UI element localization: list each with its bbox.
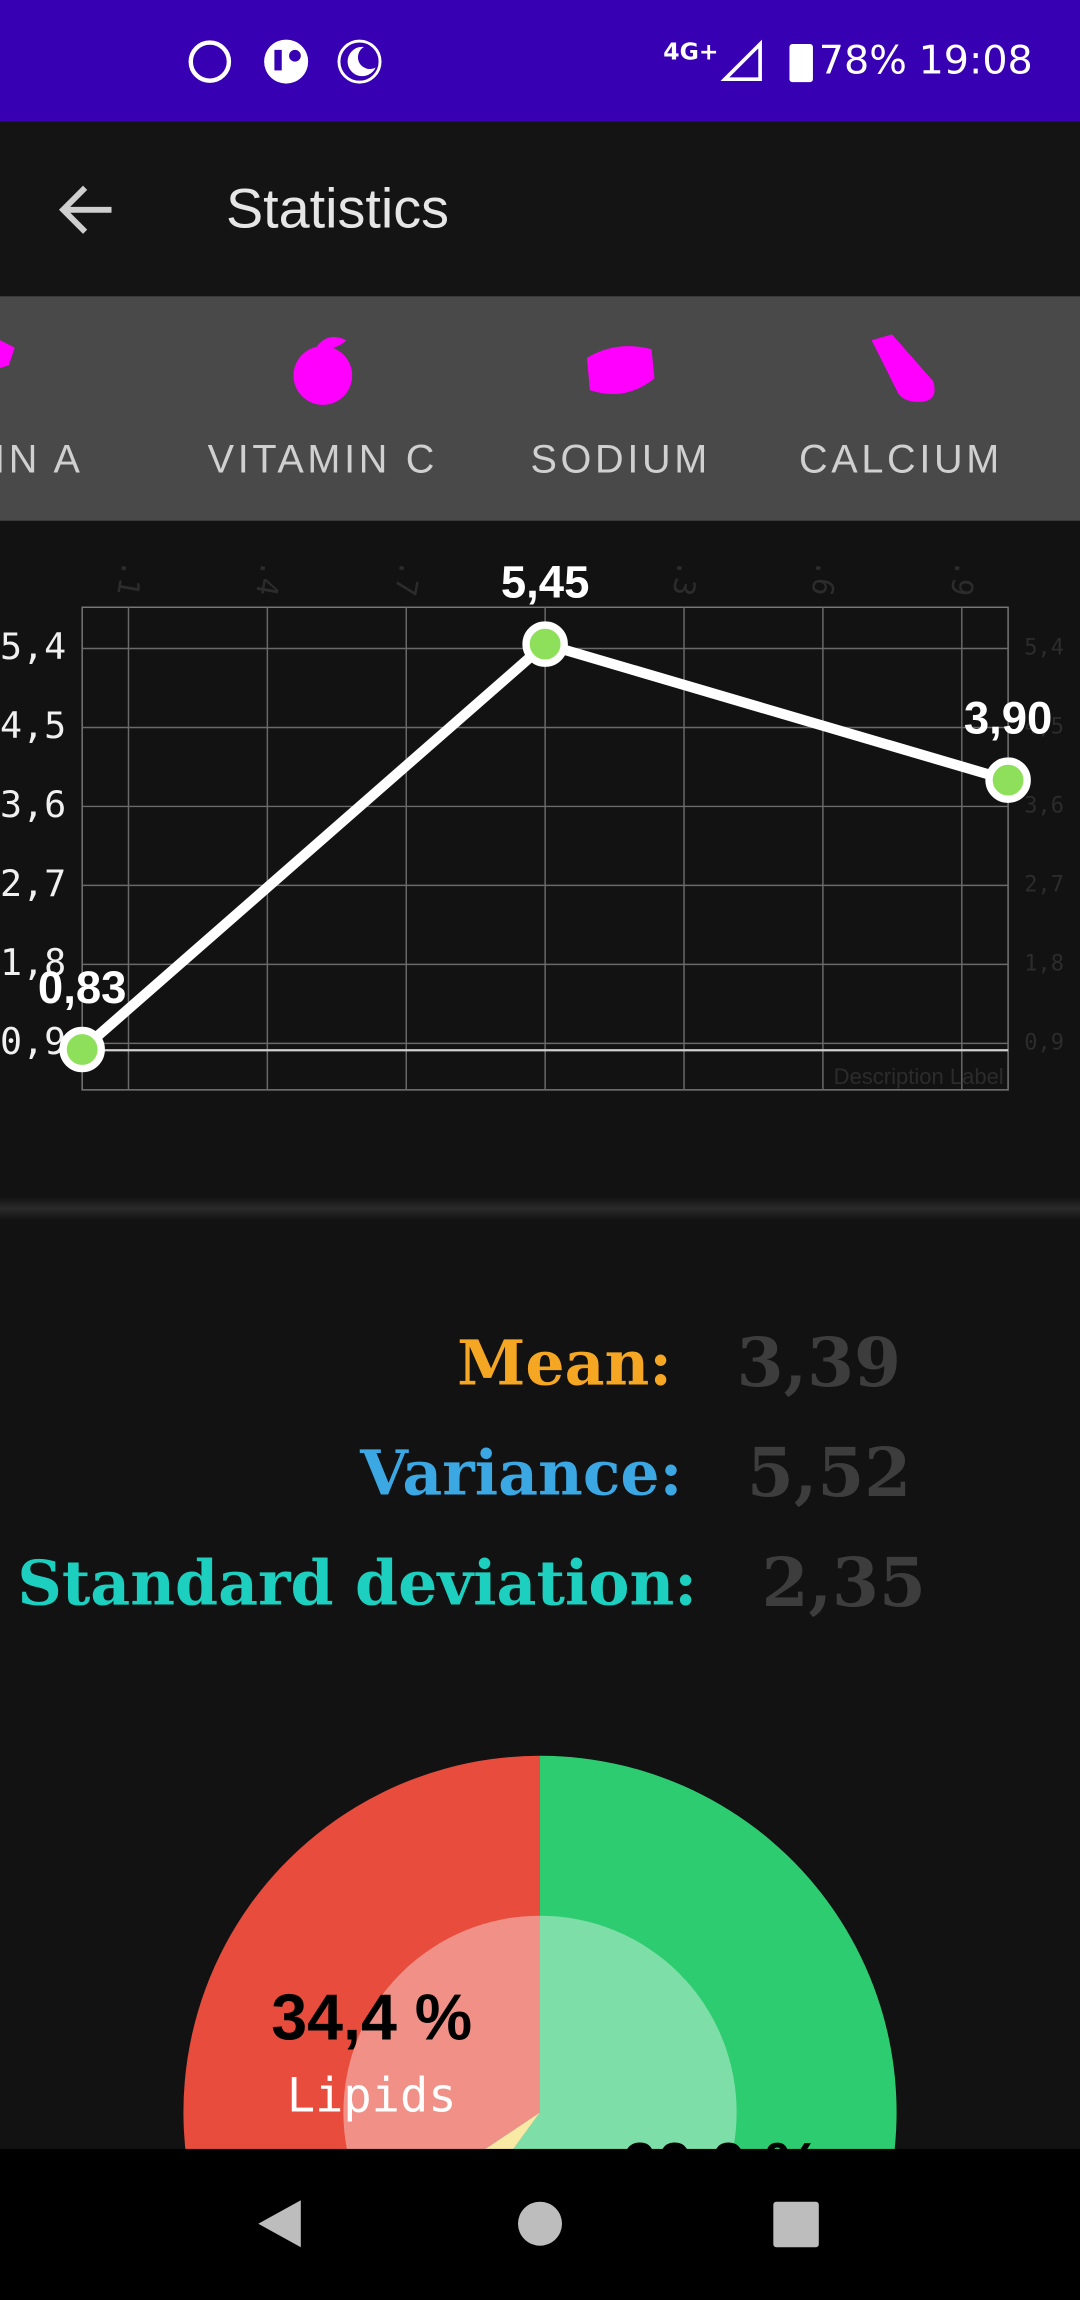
tab-label[interactable]: VITAMIN A bbox=[0, 438, 84, 482]
plot-border bbox=[81, 606, 1009, 1091]
nav-home[interactable] bbox=[517, 2201, 563, 2246]
statistic-value: 3,39 bbox=[737, 1323, 901, 1402]
tab-icons bbox=[0, 334, 935, 405]
back-button[interactable] bbox=[58, 185, 112, 234]
nav-back[interactable] bbox=[258, 2200, 301, 2248]
network-type: 4G+ bbox=[663, 37, 718, 65]
data-label: 5,45 bbox=[501, 556, 590, 607]
battery-level: 78% bbox=[819, 38, 907, 84]
tab-bar bbox=[0, 296, 1080, 521]
y2-tick-label: 5,4 bbox=[1024, 636, 1064, 661]
x-tick-label: .7 bbox=[388, 558, 428, 599]
x-tick-label: .1 bbox=[110, 558, 150, 599]
description-label: Description Label bbox=[834, 1064, 1004, 1089]
y2-tick-label: 1,8 bbox=[1024, 951, 1064, 976]
slice-name-label: Lipids bbox=[287, 2068, 457, 2123]
y-tick-label: 1,8 bbox=[0, 941, 66, 984]
nav-recents[interactable] bbox=[773, 2201, 819, 2248]
tab-label[interactable]: VITAMIN C bbox=[208, 438, 438, 482]
y-tick-label: 5,4 bbox=[0, 625, 66, 668]
y-tick-label: 0,9 bbox=[0, 1020, 66, 1063]
y-tick-label: 4,5 bbox=[0, 704, 66, 747]
statistic-value: 2,35 bbox=[762, 1543, 926, 1622]
tab-label[interactable]: CALCIUM bbox=[799, 438, 1003, 482]
y2-tick-label: 4,5 bbox=[1024, 714, 1064, 739]
app-bar bbox=[0, 121, 1080, 297]
status-bar bbox=[0, 0, 1080, 122]
x-tick-label: .6 bbox=[805, 558, 845, 599]
y2-tick-label: 0,9 bbox=[1024, 1030, 1064, 1055]
data-point bbox=[985, 757, 1031, 803]
y2-tick-label: 2,7 bbox=[1024, 872, 1064, 897]
statistic-label: Standard deviation: bbox=[17, 1547, 697, 1620]
tabs: VITAMIN A VITAMIN C SODIUM CALCIUM bbox=[0, 438, 1003, 482]
screen-title: Statistics bbox=[226, 177, 449, 239]
y-tick-label: 2,7 bbox=[0, 862, 66, 905]
x-tick-label: .4 bbox=[249, 558, 289, 599]
y-tick-label: 3,6 bbox=[0, 783, 66, 826]
x-tick-label: .9 bbox=[943, 558, 983, 599]
slice-value-label: 34,4 % bbox=[271, 1982, 472, 2054]
y2-tick-label: 3,6 bbox=[1024, 793, 1064, 818]
data-point bbox=[59, 1026, 105, 1073]
statistic-value: 5,52 bbox=[747, 1433, 911, 1512]
data-label: 3,90 bbox=[964, 692, 1053, 743]
statistics: Mean: 3,39 Variance: 5,52 Standard deviation… bbox=[17, 1323, 926, 1622]
data-label: 0,83 bbox=[38, 962, 127, 1013]
statistic-label: Variance: bbox=[359, 1437, 682, 1510]
data-point bbox=[522, 621, 568, 667]
x-tick-label: .3 bbox=[666, 558, 706, 599]
statistic-label: Mean: bbox=[457, 1327, 672, 1400]
separator bbox=[0, 1196, 1080, 1221]
clock: 19:08 bbox=[919, 38, 1033, 84]
status-icons bbox=[188, 39, 813, 84]
tab-label[interactable]: SODIUM bbox=[530, 438, 710, 482]
line-chart: 0,9 0,9 1,8 1,8 2,7 2,7 3,6 3,6 4,5 4,5 5,4 5,4 .1 .4… bbox=[0, 556, 1064, 1091]
